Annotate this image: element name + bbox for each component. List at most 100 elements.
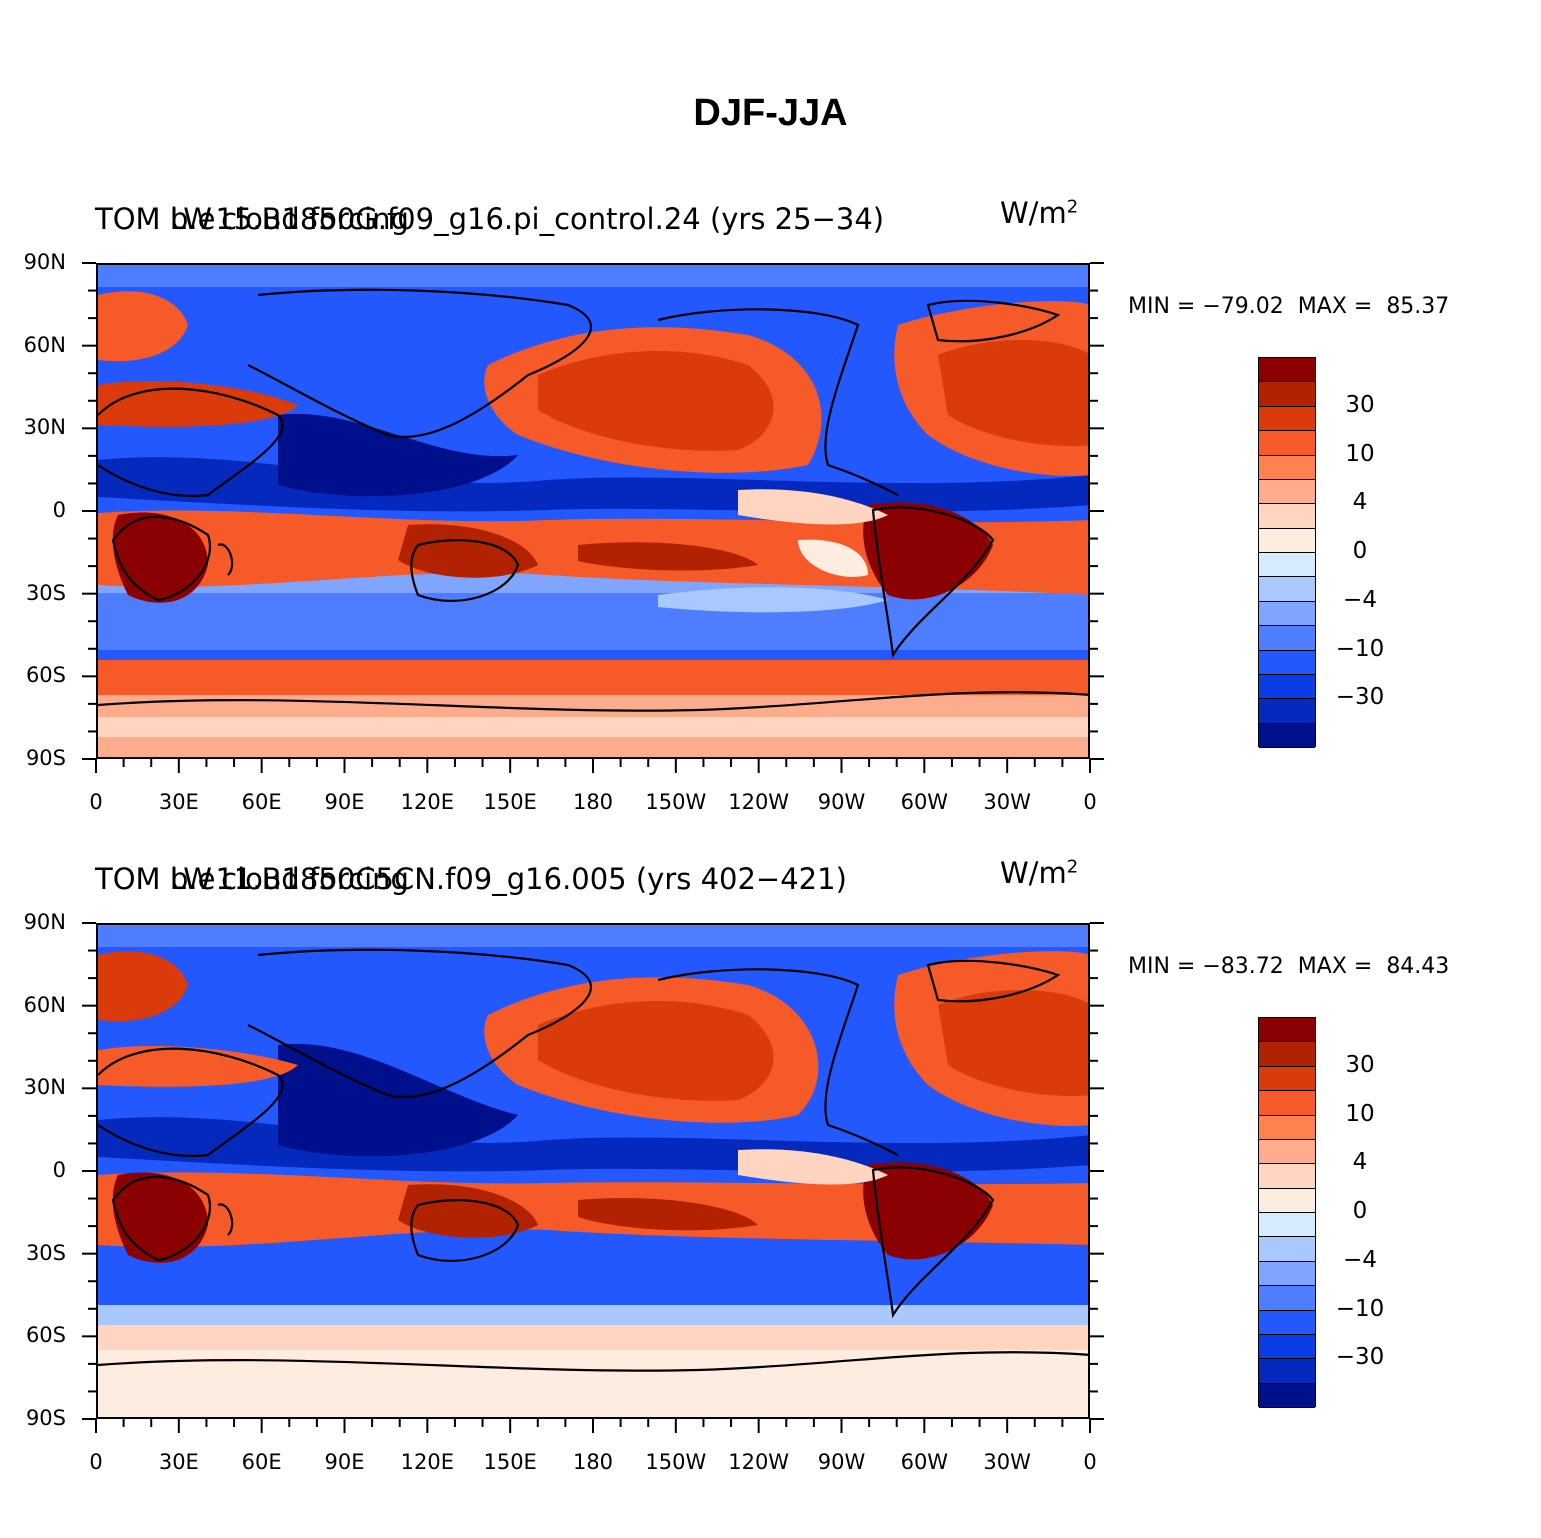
panel-case-title: b.e15.B1850G.f09_g16.pi_control.24 (yrs … [170,202,885,236]
panel-units: W/m2 [1000,856,1079,890]
latitude-tick-label: 30N [23,415,66,440]
longitude-tick-label: 90W [817,1450,866,1474]
latitude-tick-label: 90S [25,746,66,770]
colorbar-swatch [1259,650,1315,675]
panel-case-title: b.e11.B1850C5CN.f09_g16.005 (yrs 402−421… [170,862,847,896]
colorbar-swatch [1259,1066,1315,1092]
longitude-tick-label: 0 [1083,790,1097,814]
contour-map [96,263,1090,759]
colorbar-swatch [1259,1213,1315,1238]
longitude-tick-label: 150E [483,790,537,814]
colorbar-swatch [1259,528,1315,553]
colorbar-tick-label: −30 [1335,684,1385,711]
colorbar-swatch [1259,1042,1315,1067]
figure-title: DJF-JJA [693,92,848,134]
colorbar-swatch [1259,382,1315,407]
colorbar-swatch [1259,479,1315,505]
longitude-tick-label: 0 [1083,1450,1097,1474]
colorbar-swatch [1259,1139,1315,1165]
colorbar-swatch [1259,674,1315,700]
colorbar [1258,357,1316,748]
colorbar-tick-label: −30 [1335,1344,1385,1371]
colorbar-tick-label: 0 [1352,1198,1368,1224]
longitude-tick-label: 90E [324,1450,365,1474]
colorbar-swatch [1259,601,1315,627]
longitude-tick-label: 30E [158,790,199,814]
latitude-tick-label: 60S [25,663,66,688]
longitude-tick-label: 0 [89,1450,103,1474]
latitude-tick-label: 0 [52,498,66,522]
colorbar-swatch [1259,1261,1315,1287]
latitude-tick-label: 60S [25,1323,66,1348]
colorbar-tick-label: 0 [1352,538,1368,564]
colorbar-tick-label: 4 [1352,1149,1368,1176]
colorbar-swatch [1259,1164,1315,1189]
latitude-tick-label: 90N [23,250,66,274]
colorbar-swatch [1259,431,1315,456]
colorbar-swatch [1259,626,1315,651]
latitude-tick-label: 60N [23,992,66,1017]
colorbar-tick-label: 4 [1352,489,1368,516]
longitude-tick-label: 150W [645,790,707,814]
longitude-tick-label: 90E [324,790,365,814]
colorbar-swatch [1259,723,1315,748]
longitude-tick-label: 150W [645,1450,707,1474]
colorbar-tick-label: 10 [1345,440,1375,467]
panel-units: W/m2 [1000,196,1079,230]
longitude-tick-label: 120W [728,1450,790,1474]
latitude-tick-label: 30N [23,1075,66,1100]
colorbar-tick-label: −4 [1343,1246,1377,1273]
longitude-tick-label: 60W [900,1450,949,1474]
colorbar-swatch [1259,406,1315,432]
colorbar-swatch [1259,577,1315,602]
colorbar-tick-label: −10 [1335,635,1385,662]
colorbar-swatch [1259,1334,1315,1360]
colorbar-swatch [1259,1091,1315,1116]
map-panel-top: TOM LW cloud forcing b.e15.B1850G.f09_g1… [0,190,1541,850]
colorbar-swatch [1259,1383,1315,1408]
longitude-tick-label: 180 [572,790,614,814]
longitude-tick-label: 180 [572,1450,614,1474]
colorbar-swatch [1259,1188,1315,1213]
map-panel-bottom: TOM LW cloud forcing b.e11.B1850C5CN.f09… [0,850,1541,1510]
colorbar-swatch [1259,358,1315,383]
longitude-tick-label: 150E [483,1450,537,1474]
latitude-tick-label: 90S [25,1406,66,1430]
latitude-tick-label: 90N [23,910,66,934]
panel-variable-title: TOM LW cloud forcing [95,862,409,896]
colorbar-tick-label: 10 [1345,1100,1375,1127]
colorbar-swatch [1259,455,1315,480]
colorbar-swatch [1259,1286,1315,1311]
colorbar-swatch [1259,1115,1315,1140]
longitude-tick-label: 120E [400,790,454,814]
colorbar-swatch [1259,699,1315,724]
colorbar-tick-label: −4 [1343,586,1377,613]
longitude-tick-label: 60E [241,1450,282,1474]
longitude-tick-label: 30W [983,1450,1031,1474]
colorbar-swatch [1259,553,1315,578]
latitude-tick-label: 0 [52,1158,66,1182]
colorbar-tick-label: −10 [1335,1295,1385,1322]
longitude-tick-label: 0 [89,790,103,814]
longitude-tick-label: 120W [728,790,790,814]
panel-variable-title: TOM LW cloud forcing [95,202,409,236]
longitude-tick-label: 90W [817,790,866,814]
latitude-tick-label: 30S [25,580,66,605]
colorbar-swatch [1259,1018,1315,1043]
colorbar-swatch [1259,1237,1315,1262]
contour-field [98,925,1088,1417]
contour-map [96,923,1090,1419]
longitude-tick-label: 60W [900,790,949,814]
colorbar-swatch [1259,1310,1315,1335]
longitude-tick-label: 30E [158,1450,199,1474]
colorbar-swatch [1259,504,1315,529]
latitude-tick-label: 30S [25,1240,66,1265]
longitude-tick-label: 60E [241,790,282,814]
longitude-tick-label: 120E [400,1450,454,1474]
latitude-tick-label: 60N [23,332,66,357]
min-max-readout: MIN = −83.72 MAX = 84.43 [1128,954,1450,979]
min-max-readout: MIN = −79.02 MAX = 85.37 [1128,294,1450,319]
contour-field [98,265,1088,757]
colorbar-tick-label: 30 [1345,391,1375,418]
longitude-tick-label: 30W [983,790,1031,814]
